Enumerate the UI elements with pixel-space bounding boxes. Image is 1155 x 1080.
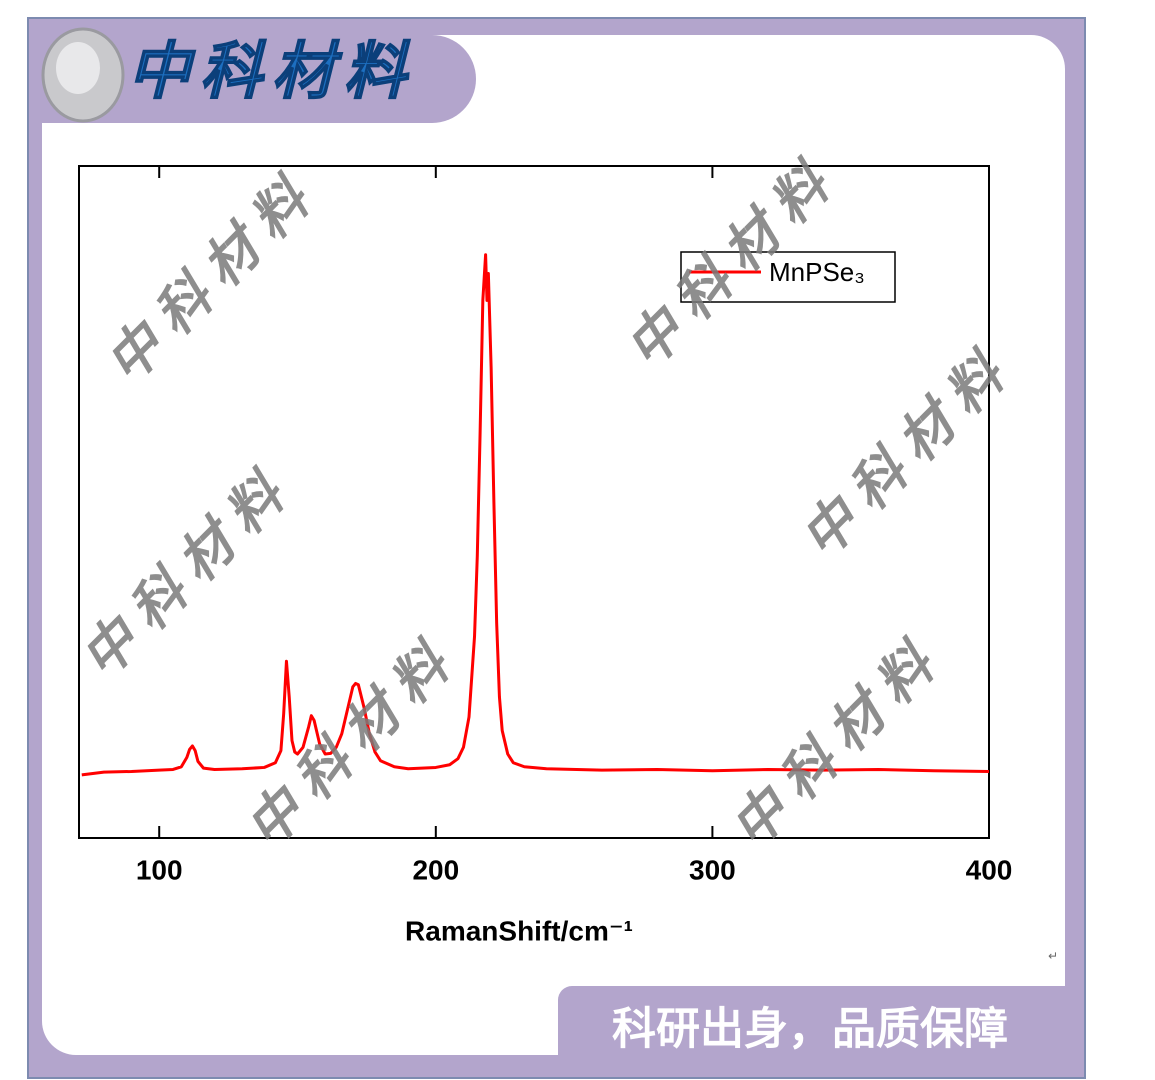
x-tick-label: 400 <box>966 854 1013 885</box>
slogan: 科研出身，品质保障 <box>612 1005 1008 1054</box>
plot-frame <box>78 165 990 839</box>
return-mark: ↵ <box>1048 949 1058 963</box>
slogan-tab <box>558 986 1065 1055</box>
series-line <box>81 253 990 777</box>
x-axis-label: RamanShift/cm⁻¹ <box>405 915 633 946</box>
brand: 中科材料 <box>128 37 416 106</box>
plot: 100 200 300 400 RamanShift/cm⁻¹ MnPSe₃ <box>78 165 1013 946</box>
header-tab <box>42 35 476 123</box>
logo-highlight <box>56 42 100 94</box>
x-tick-label: 200 <box>412 854 459 885</box>
x-tick-label: 300 <box>689 854 736 885</box>
legend-box <box>680 251 896 303</box>
legend-label: MnPSe₃ <box>769 257 865 287</box>
x-tick-label: 100 <box>136 854 183 885</box>
